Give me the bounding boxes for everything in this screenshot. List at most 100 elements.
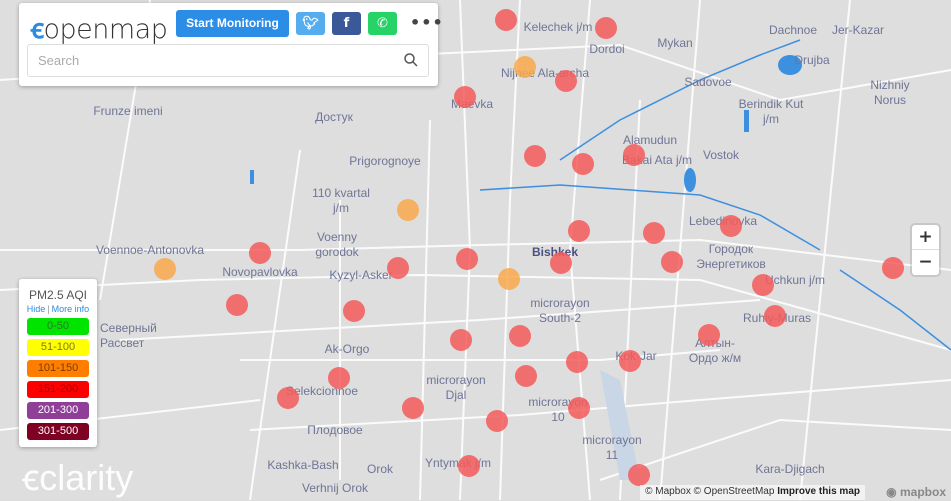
place-label: Verhnij Orok [301, 481, 369, 495]
sensor-marker[interactable] [226, 294, 248, 316]
sensor-marker[interactable] [568, 397, 590, 419]
sensor-marker[interactable] [515, 365, 537, 387]
sensor-marker[interactable] [249, 242, 271, 264]
sensor-marker[interactable] [698, 324, 720, 346]
place-label: Drujba [794, 53, 830, 67]
mapbox-attribution-link[interactable]: © Mapbox [645, 486, 691, 497]
sensor-marker[interactable] [555, 70, 577, 92]
place-label: Северный Рассвет [100, 321, 157, 350]
place-label: Voennoe-Antonovka [95, 243, 205, 257]
sensor-marker[interactable] [752, 274, 774, 296]
place-label: Uchkun j/m [764, 273, 826, 287]
place-label: Dachnoe [768, 23, 818, 37]
legend-title: PM2.5 AQI [28, 288, 88, 302]
legend-band: 101-150 [27, 360, 89, 377]
zoom-in-button[interactable]: + [912, 225, 939, 250]
sensor-marker[interactable] [495, 9, 517, 31]
mapbox-logo[interactable]: ◉ mapbox [886, 485, 946, 499]
place-label: 110 kvartal j/m [312, 186, 370, 215]
place-label: Dordoi [589, 42, 625, 56]
sensor-marker[interactable] [661, 251, 683, 273]
sensor-marker[interactable] [454, 86, 476, 108]
sensor-marker[interactable] [568, 220, 590, 242]
place-label: Kyzyl-Asker [329, 268, 393, 282]
place-label: Kelechek j/m [523, 20, 593, 34]
sensor-marker[interactable] [550, 252, 572, 274]
sensor-marker[interactable] [623, 144, 645, 166]
sensor-marker[interactable] [450, 329, 472, 351]
sensor-marker[interactable] [566, 351, 588, 373]
twitter-icon: 🐦︎ [302, 16, 319, 31]
sensor-marker[interactable] [572, 153, 594, 175]
more-info-link[interactable]: More info [51, 304, 90, 314]
place-label: Prigorognoye [349, 154, 421, 168]
place-label: Ak-Orgo [324, 342, 370, 356]
sensor-marker[interactable] [764, 305, 786, 327]
place-label: microrayon South-2 [530, 296, 590, 325]
improve-map-link[interactable]: Improve this map [777, 486, 860, 497]
facebook-share-button[interactable]: f [332, 12, 361, 35]
sensor-marker[interactable] [628, 464, 650, 486]
sensor-marker[interactable] [514, 56, 536, 78]
place-label: microrayon Djal [426, 373, 486, 402]
legend-band: 301-500 [27, 423, 89, 440]
start-monitoring-button[interactable]: Start Monitoring [176, 10, 289, 37]
place-label: Alamudun [622, 133, 678, 147]
clarity-logo: ꞓclarity [22, 457, 134, 498]
openmap-logo[interactable]: ꞓopenmap [31, 14, 168, 45]
legend-band: 151-200 [27, 381, 89, 398]
place-label: Vostok [702, 148, 740, 162]
place-label: microrayon 11 [582, 433, 642, 462]
sensor-marker[interactable] [387, 257, 409, 279]
zoom-control: + − [912, 225, 939, 275]
sensor-marker[interactable] [343, 300, 365, 322]
aqi-legend: PM2.5 AQI Hide | More info 0-50 51-100 101-1… [19, 279, 97, 447]
place-label: Kara-Djigach [755, 462, 825, 476]
place-label: Плодовое [307, 423, 363, 437]
place-label: Orok [366, 462, 394, 476]
sensor-marker[interactable] [619, 350, 641, 372]
place-label: Berindik Kut j/m [738, 97, 804, 126]
sensor-marker[interactable] [486, 410, 508, 432]
whatsapp-icon: ✆ [377, 16, 388, 31]
place-label: Mykan [657, 36, 693, 50]
sensor-marker[interactable] [595, 17, 617, 39]
place-label: Nizhniy Norus [870, 78, 910, 107]
sensor-marker[interactable] [720, 215, 742, 237]
hide-legend-link[interactable]: Hide [26, 304, 46, 314]
sensor-marker[interactable] [524, 145, 546, 167]
legend-band: 0-50 [27, 318, 89, 335]
sensor-marker[interactable] [328, 367, 350, 389]
sensor-marker[interactable] [402, 397, 424, 419]
header-panel: ꞓopenmap Start Monitoring 🐦︎ f ✆ ••• [19, 3, 443, 86]
more-options-button[interactable]: ••• [410, 13, 444, 32]
sensor-marker[interactable] [509, 325, 531, 347]
sensor-marker[interactable] [458, 455, 480, 477]
place-label: Voenny gorodok [315, 230, 359, 259]
sensor-marker[interactable] [456, 248, 478, 270]
map-attribution: © Mapbox © OpenStreetMap Improve this ma… [640, 485, 865, 500]
search-input[interactable] [28, 45, 388, 76]
place-label: Kashka-Bash [267, 458, 339, 472]
sensor-marker[interactable] [498, 268, 520, 290]
sensor-marker[interactable] [154, 258, 176, 280]
sensor-marker[interactable] [277, 387, 299, 409]
search-box [27, 44, 429, 77]
legend-band: 51-100 [27, 339, 89, 356]
place-label: Достук [315, 110, 353, 124]
sensor-marker[interactable] [397, 199, 419, 221]
place-label: Sadovoe [684, 75, 732, 89]
sensor-marker[interactable] [882, 257, 904, 279]
search-icon[interactable] [403, 52, 419, 68]
zoom-out-button[interactable]: − [918, 252, 933, 272]
facebook-icon: f [343, 16, 350, 31]
osm-attribution-link[interactable]: © OpenStreetMap [693, 486, 775, 497]
sensor-marker[interactable] [643, 222, 665, 244]
whatsapp-share-button[interactable]: ✆ [368, 12, 397, 35]
place-label: Frunze imeni [93, 104, 163, 118]
legend-band: 201-300 [27, 402, 89, 419]
place-label: Городок Энергетиков [696, 242, 766, 271]
twitter-share-button[interactable]: 🐦︎ [296, 12, 325, 35]
